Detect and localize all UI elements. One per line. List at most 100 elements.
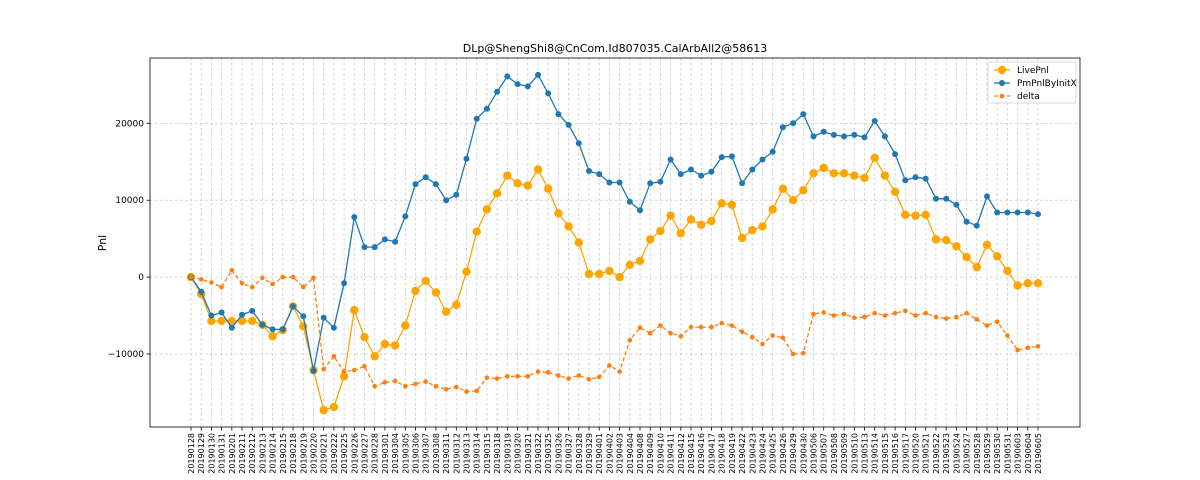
data-point-delta [433,384,439,389]
x-tick-label: 20190506 [809,433,818,474]
x-tick-label: 20190521 [922,433,931,474]
x-tick-label: 20190426 [779,433,788,474]
x-tick-label: 20190409 [646,433,655,474]
data-point-delta [974,317,980,322]
x-tick-label: 20190329 [585,433,594,474]
x-tick-label: 20190304 [391,433,400,474]
x-tick-label: 20190301 [381,433,390,474]
data-point-livepnl [227,316,236,326]
data-point-livepnl [942,236,951,245]
data-point-livepnl [727,200,737,209]
data-point-pmpnlbyinitx [565,121,572,128]
data-point-pmpnlbyinitx [841,133,848,140]
data-point-delta [566,376,571,381]
x-tick-label: 20190221 [320,433,329,474]
data-point-delta [790,351,796,357]
data-point-pmpnlbyinitx [545,90,552,97]
data-point-pmpnlbyinitx [667,156,674,163]
data-point-livepnl [339,372,349,381]
data-point-pmpnlbyinitx [320,314,327,321]
legend-marker-livepnl [997,65,1007,75]
data-point-pmpnlbyinitx [412,181,419,188]
data-point-pmpnlbyinitx [943,195,950,202]
data-point-pmpnlbyinitx [208,312,215,319]
data-point-delta [198,277,204,282]
x-tick-label: 20190410 [656,433,665,474]
data-point-pmpnlbyinitx [198,288,205,295]
data-point-livepnl [768,205,777,214]
data-point-delta [454,384,459,390]
data-point-delta [535,369,541,374]
data-point-livepnl [737,233,747,243]
data-point-delta [668,330,673,336]
data-point-pmpnlbyinitx [586,168,592,174]
data-point-livepnl [748,226,757,235]
data-point-delta [637,325,643,331]
data-point-livepnl [452,300,461,309]
data-point-delta [780,335,786,341]
data-point-delta [403,384,408,389]
data-point-livepnl [921,210,930,219]
data-point-delta [464,389,469,394]
x-tick-label: 20190306 [412,433,421,474]
x-tick-label: 20190326 [554,433,563,474]
data-point-pmpnlbyinitx [912,174,919,181]
data-point-pmpnlbyinitx [820,128,827,135]
x-tick-label: 20190220 [309,433,318,474]
y-tick-label: 10000 [115,196,144,206]
data-point-livepnl [329,402,339,412]
data-point-pmpnlbyinitx [228,324,235,331]
x-tick-label: 20190416 [697,433,706,474]
x-tick-label: 20190222 [330,433,339,474]
data-point-pmpnlbyinitx [688,166,694,173]
data-point-delta [545,370,551,375]
data-point-pmpnlbyinitx [718,154,725,161]
data-point-pmpnlbyinitx [647,180,654,187]
data-point-delta [270,281,275,287]
x-tick-label: 20190327 [565,433,574,474]
data-point-delta [331,354,337,359]
legend-label-pmpnlbyinitx: PmPnlByInitX [1017,79,1077,89]
data-point-delta [341,369,347,374]
data-point-delta [903,308,908,314]
data-point-pmpnlbyinitx [1004,209,1011,216]
data-point-delta [943,316,949,321]
data-point-livepnl [962,252,971,262]
data-point-livepnl [809,169,818,178]
x-tick-label: 20190312 [452,433,461,474]
x-tick-label: 20190226 [350,433,359,474]
data-point-pmpnlbyinitx [300,313,307,320]
data-point-pmpnlbyinitx [432,181,439,188]
legend-marker-pmpnlbyinitx [999,80,1005,86]
data-point-livepnl [1033,279,1043,288]
x-tick-label: 20190425 [769,433,778,474]
x-tick-label: 20190507 [820,433,829,474]
data-point-delta [494,376,500,381]
data-point-delta [750,334,755,340]
data-point-delta [1025,345,1031,351]
data-point-livepnl [911,211,920,220]
x-tick-label: 20190528 [973,433,982,474]
data-point-livepnl [248,316,257,326]
x-tick-label: 20190419 [728,433,737,474]
data-point-livepnl [421,276,430,286]
data-point-livepnl [993,252,1002,261]
data-point-delta [862,314,867,320]
data-point-pmpnlbyinitx [739,180,746,187]
data-point-livepnl [952,242,961,251]
x-tick-label: 20190311 [442,433,451,474]
data-point-delta [964,310,969,316]
data-point-delta [443,387,449,392]
data-point-delta [576,373,582,378]
data-point-pmpnlbyinitx [453,191,460,198]
series-layer [186,71,1043,415]
data-point-livepnl [625,260,634,269]
data-point-delta [372,384,378,389]
x-tick-label: 20190319 [503,433,512,474]
x-tick-label: 20190531 [1003,433,1012,474]
legend-item-delta: delta [994,92,1040,102]
data-point-pmpnlbyinitx [698,172,705,179]
axis-layer: 20190128 20190129 20190130 20190131 20190201… [108,119,1043,473]
x-tick-label: 20190603 [1014,433,1023,474]
data-point-pmpnlbyinitx [341,280,348,287]
